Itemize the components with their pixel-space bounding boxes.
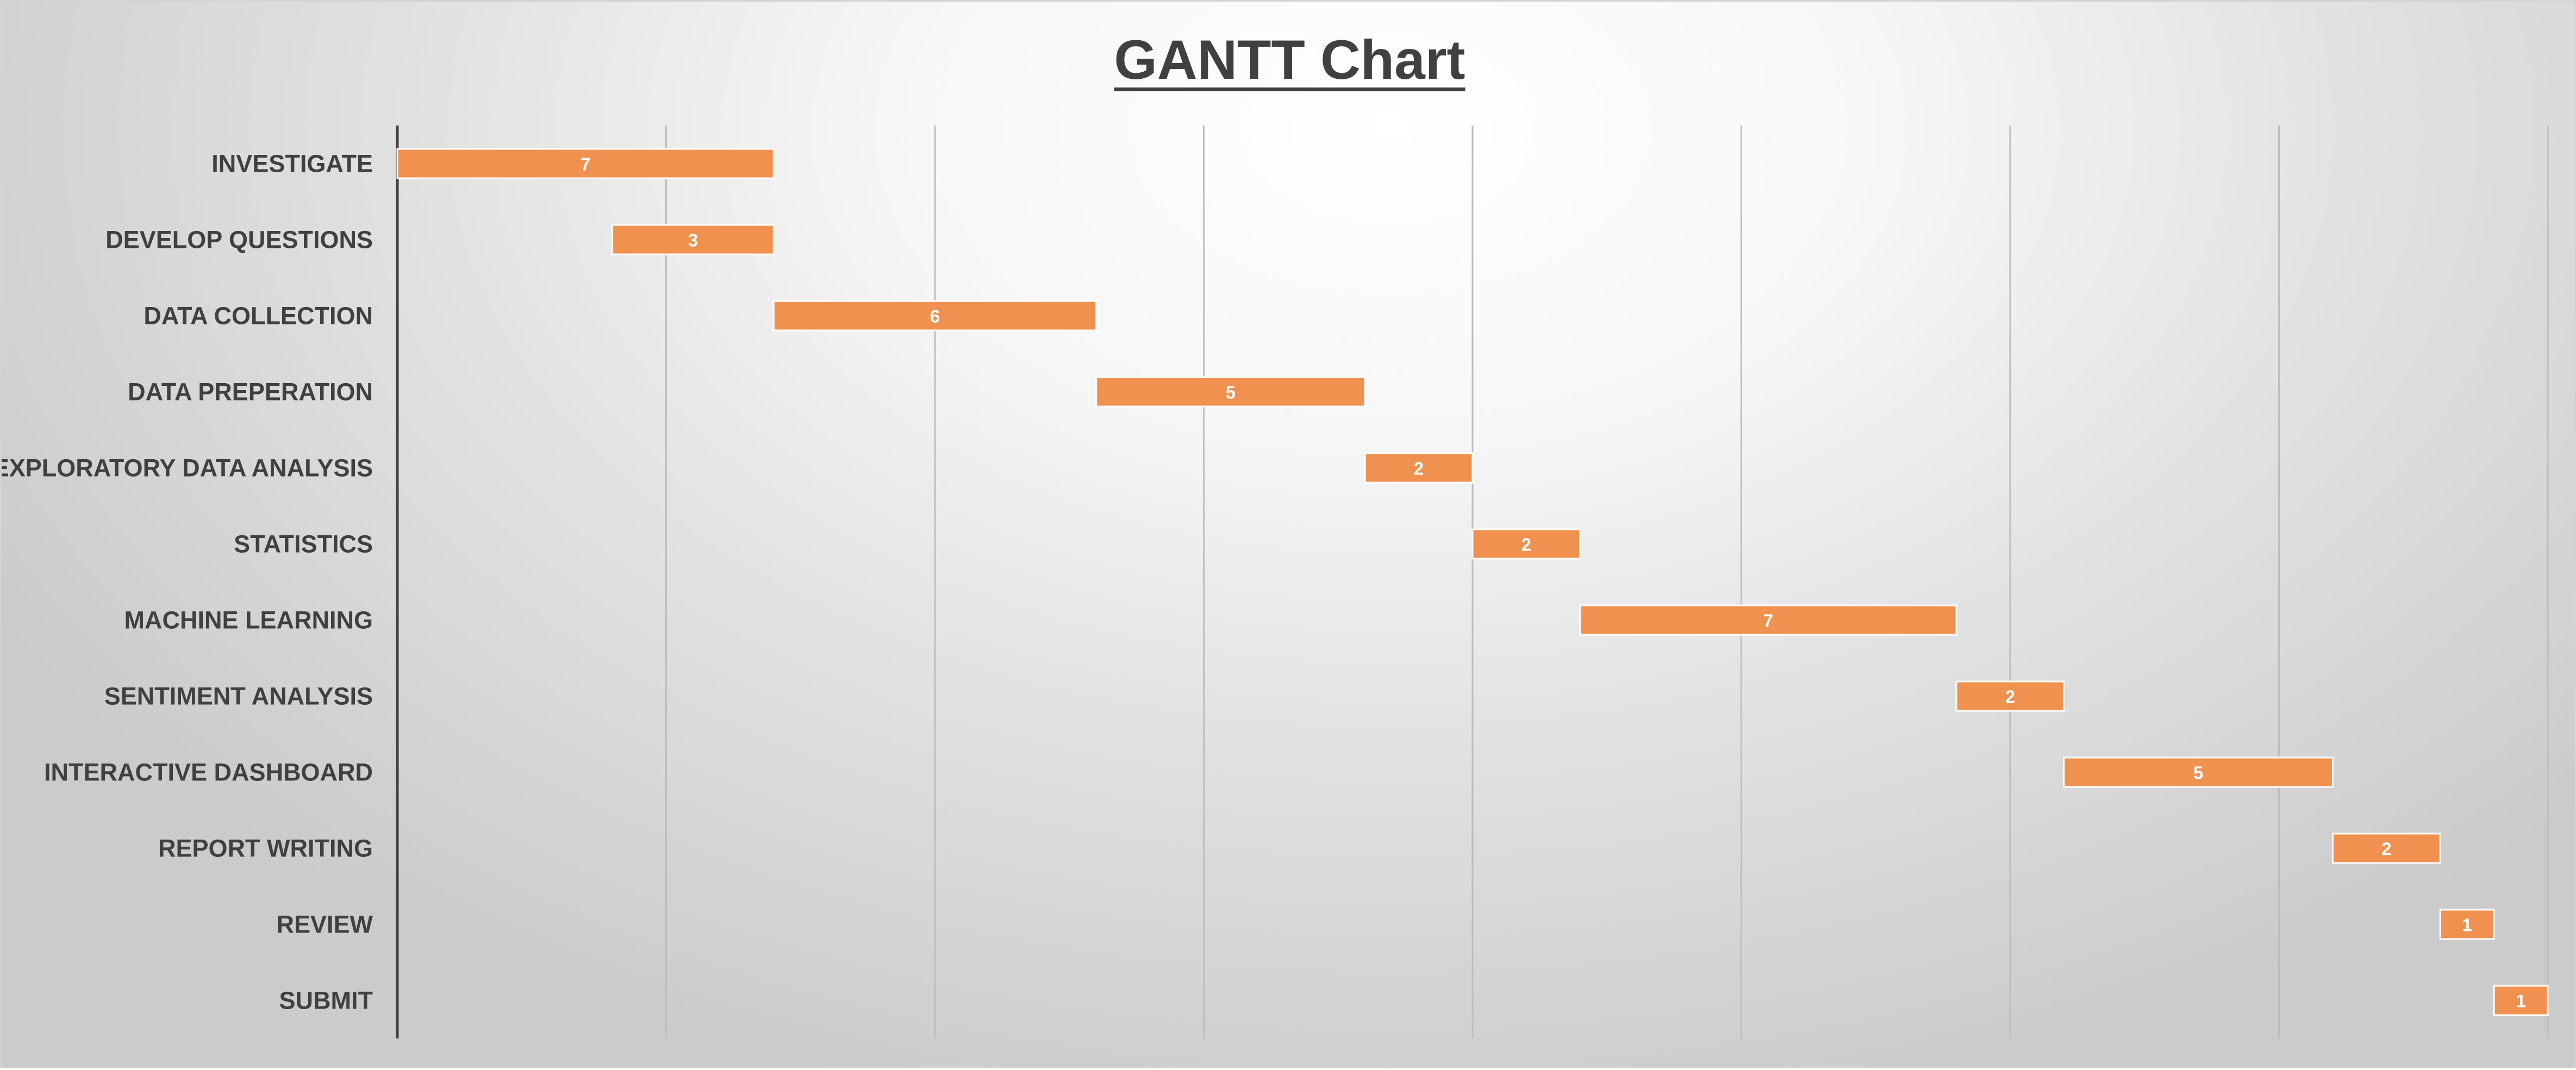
task-label: DATA PREPERATION (128, 378, 373, 406)
task-bar (1955, 680, 2065, 712)
bar-data-label: 7 (581, 154, 590, 174)
task-label: EXPLORATORY DATA ANALYSIS (2, 454, 373, 482)
task-label: INTERACTIVE DASHBOARD (44, 759, 373, 786)
chart-title: GANTT Chart (1114, 29, 1465, 91)
bar-data-label: 5 (2193, 763, 2203, 783)
bar-data-label: 7 (1763, 611, 1773, 631)
task-bar (2331, 833, 2441, 864)
task-bar (1364, 452, 1474, 484)
task-bar (612, 224, 775, 255)
task-label: REVIEW (276, 911, 373, 938)
task-label: DATA COLLECTION (144, 302, 373, 330)
task-bar (1471, 528, 1581, 560)
task-bar (2439, 909, 2495, 940)
task-label: SUBMIT (279, 987, 373, 1015)
task-label: REPORT WRITING (158, 835, 373, 862)
bar-data-label: 1 (2462, 915, 2472, 935)
task-bar (2063, 756, 2334, 788)
task-bar (2493, 985, 2549, 1016)
bar-data-label: 2 (1414, 459, 1424, 479)
task-label: INVESTIGATE (211, 150, 373, 178)
task-bar (396, 148, 775, 179)
bar-data-label: 1 (2516, 991, 2525, 1011)
bar-data-label: 2 (1521, 535, 1531, 555)
task-bar (1095, 376, 1366, 408)
task-bar (1579, 604, 1957, 636)
bar-data-label: 5 (1226, 383, 1236, 403)
task-label: DEVELOP QUESTIONS (105, 226, 373, 254)
bar-data-label: 6 (930, 306, 940, 327)
bar-data-label: 2 (2381, 839, 2391, 859)
task-bar (772, 300, 1097, 331)
task-label: SENTIMENT ANALYSIS (104, 683, 373, 710)
bar-data-label: 2 (2005, 687, 2015, 707)
task-label: STATISTICS (234, 530, 373, 558)
bar-data-label: 3 (688, 230, 698, 251)
task-label: MACHINE LEARNING (124, 606, 373, 634)
